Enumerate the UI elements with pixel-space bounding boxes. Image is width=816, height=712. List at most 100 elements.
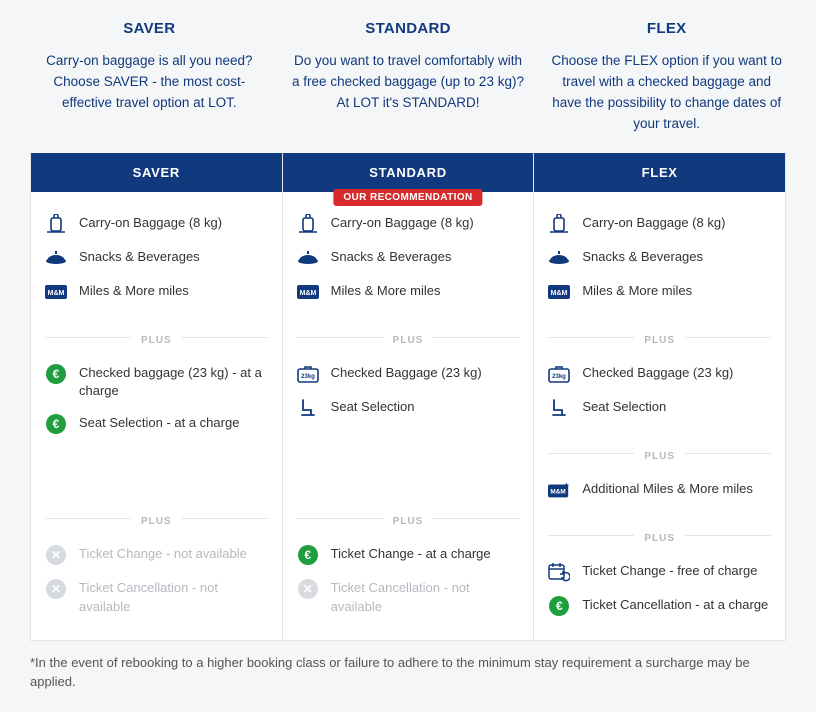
miles-icon: M&M bbox=[297, 282, 319, 302]
feature-label: Seat Selection - at a charge bbox=[79, 414, 239, 432]
intro-title: STANDARD bbox=[289, 20, 528, 37]
feature-additional-miles: M&M Additional Miles & More miles bbox=[548, 480, 771, 500]
svg-text:M&M: M&M bbox=[551, 488, 566, 495]
feature-label: Snacks & Beverages bbox=[79, 248, 200, 266]
feature-label: Carry-on Baggage (8 kg) bbox=[331, 214, 474, 232]
feature-seat-selection: € Seat Selection - at a charge bbox=[45, 414, 268, 434]
footnote: *In the event of rebooking to a higher b… bbox=[0, 641, 816, 712]
card-header: STANDARD bbox=[283, 153, 534, 192]
checked-baggage-icon: 23kg bbox=[297, 364, 319, 384]
feature-label: Carry-on Baggage (8 kg) bbox=[79, 214, 222, 232]
svg-text:M&M: M&M bbox=[48, 290, 65, 297]
card-header: SAVER bbox=[31, 153, 282, 192]
feature-label: Ticket Cancellation - not available bbox=[79, 579, 268, 615]
plus-label: PLUS bbox=[634, 335, 685, 346]
feature-label: Ticket Cancellation - at a charge bbox=[582, 596, 768, 614]
feature-checked-baggage: 23kg Checked Baggage (23 kg) bbox=[297, 364, 520, 384]
feature-seat-selection: Seat Selection bbox=[297, 398, 520, 418]
svg-text:23kg: 23kg bbox=[301, 374, 315, 380]
feature-ticket-change: ✕ Ticket Change - not available bbox=[45, 545, 268, 565]
fare-card-flex[interactable]: FLEX Carry-on Baggage (8 kg) Snacks & Be… bbox=[534, 153, 786, 641]
feature-group-base: Carry-on Baggage (8 kg) Snacks & Beverag… bbox=[534, 192, 785, 326]
feature-snacks: Snacks & Beverages bbox=[548, 248, 771, 268]
feature-label: Miles & More miles bbox=[582, 282, 692, 300]
feature-carry-on: Carry-on Baggage (8 kg) bbox=[548, 214, 771, 234]
unavailable-icon: ✕ bbox=[45, 545, 67, 565]
intro-title: SAVER bbox=[30, 20, 269, 37]
svg-text:M&M: M&M bbox=[551, 290, 568, 297]
intro-desc: Choose the FLEX option if you want to tr… bbox=[547, 51, 786, 135]
plus-divider: PLUS bbox=[548, 330, 771, 344]
feature-label: Ticket Cancellation - not available bbox=[331, 579, 520, 615]
feature-label: Miles & More miles bbox=[79, 282, 189, 300]
euro-charge-icon: € bbox=[45, 364, 67, 384]
unavailable-icon: ✕ bbox=[297, 579, 319, 599]
feature-group-extra: 23kg Checked Baggage (23 kg) Seat Select… bbox=[283, 358, 534, 442]
carry-on-icon bbox=[297, 214, 319, 234]
feature-snacks: Snacks & Beverages bbox=[297, 248, 520, 268]
checked-baggage-icon: 23kg bbox=[548, 364, 570, 384]
seat-icon bbox=[548, 398, 570, 418]
feature-label: Checked baggage (23 kg) - at a charge bbox=[79, 364, 268, 400]
euro-charge-icon: € bbox=[297, 545, 319, 565]
feature-carry-on: Carry-on Baggage (8 kg) bbox=[45, 214, 268, 234]
card-header: FLEX bbox=[534, 153, 785, 192]
feature-checked-baggage: 23kg Checked Baggage (23 kg) bbox=[548, 364, 771, 384]
feature-group-base: Carry-on Baggage (8 kg) Snacks & Beverag… bbox=[283, 192, 534, 326]
plus-label: PLUS bbox=[634, 533, 685, 544]
feature-carry-on: Carry-on Baggage (8 kg) bbox=[297, 214, 520, 234]
svg-text:23kg: 23kg bbox=[553, 374, 567, 380]
intro-desc: Do you want to travel comfortably with a… bbox=[289, 51, 528, 114]
feature-group-flex: ✕ Ticket Change - not available ✕ Ticket… bbox=[31, 539, 282, 639]
plus-divider: PLUS bbox=[548, 528, 771, 542]
euro-charge-icon: € bbox=[548, 596, 570, 616]
svg-text:M&M: M&M bbox=[299, 290, 316, 297]
intro-saver: SAVER Carry-on baggage is all you need? … bbox=[30, 20, 269, 135]
plus-label: PLUS bbox=[131, 335, 182, 346]
feature-seat-selection: Seat Selection bbox=[548, 398, 771, 418]
plus-label: PLUS bbox=[131, 516, 182, 527]
feature-group-extra: 23kg Checked Baggage (23 kg) Seat Select… bbox=[534, 358, 785, 442]
plus-divider: PLUS bbox=[297, 330, 520, 344]
meal-icon bbox=[45, 248, 67, 268]
feature-checked-baggage: € Checked baggage (23 kg) - at a charge bbox=[45, 364, 268, 400]
carry-on-icon bbox=[548, 214, 570, 234]
fare-cards: SAVER Carry-on Baggage (8 kg) Snacks & B… bbox=[0, 153, 816, 641]
seat-icon bbox=[297, 398, 319, 418]
miles-star-icon: M&M bbox=[548, 480, 570, 500]
plus-label: PLUS bbox=[634, 451, 685, 462]
carry-on-icon bbox=[45, 214, 67, 234]
feature-label: Seat Selection bbox=[582, 398, 666, 416]
feature-snacks: Snacks & Beverages bbox=[45, 248, 268, 268]
feature-group-extra: € Checked baggage (23 kg) - at a charge … bbox=[31, 358, 282, 458]
unavailable-icon: ✕ bbox=[45, 579, 67, 599]
intro-flex: FLEX Choose the FLEX option if you want … bbox=[547, 20, 786, 135]
feature-miles: M&M Miles & More miles bbox=[45, 282, 268, 302]
plus-label: PLUS bbox=[383, 516, 434, 527]
plus-label: PLUS bbox=[383, 335, 434, 346]
feature-label: Checked Baggage (23 kg) bbox=[331, 364, 482, 382]
intro-standard: STANDARD Do you want to travel comfortab… bbox=[289, 20, 528, 135]
feature-ticket-change: Ticket Change - free of charge bbox=[548, 562, 771, 582]
tier-intro-row: SAVER Carry-on baggage is all you need? … bbox=[0, 0, 816, 153]
feature-ticket-cancel: € Ticket Cancellation - at a charge bbox=[548, 596, 771, 616]
feature-label: Ticket Change - at a charge bbox=[331, 545, 491, 563]
recommendation-badge: OUR RECOMMENDATION bbox=[333, 189, 482, 206]
plus-divider: PLUS bbox=[45, 511, 268, 525]
feature-label: Seat Selection bbox=[331, 398, 415, 416]
meal-icon bbox=[297, 248, 319, 268]
feature-group-base: Carry-on Baggage (8 kg) Snacks & Beverag… bbox=[31, 192, 282, 326]
feature-ticket-change: € Ticket Change - at a charge bbox=[297, 545, 520, 565]
euro-charge-icon: € bbox=[45, 414, 67, 434]
feature-label: Miles & More miles bbox=[331, 282, 441, 300]
plus-divider: PLUS bbox=[297, 511, 520, 525]
feature-label: Additional Miles & More miles bbox=[582, 480, 753, 498]
fare-card-saver[interactable]: SAVER Carry-on Baggage (8 kg) Snacks & B… bbox=[30, 153, 283, 641]
feature-group-flex: € Ticket Change - at a charge ✕ Ticket C… bbox=[283, 539, 534, 639]
fare-card-standard[interactable]: STANDARD OUR RECOMMENDATION Carry-on Bag… bbox=[283, 153, 535, 641]
feature-ticket-cancel: ✕ Ticket Cancellation - not available bbox=[297, 579, 520, 615]
intro-title: FLEX bbox=[547, 20, 786, 37]
plus-divider: PLUS bbox=[45, 330, 268, 344]
feature-group-flex: Ticket Change - free of charge € Ticket … bbox=[534, 556, 785, 640]
calendar-refresh-icon bbox=[548, 562, 570, 582]
